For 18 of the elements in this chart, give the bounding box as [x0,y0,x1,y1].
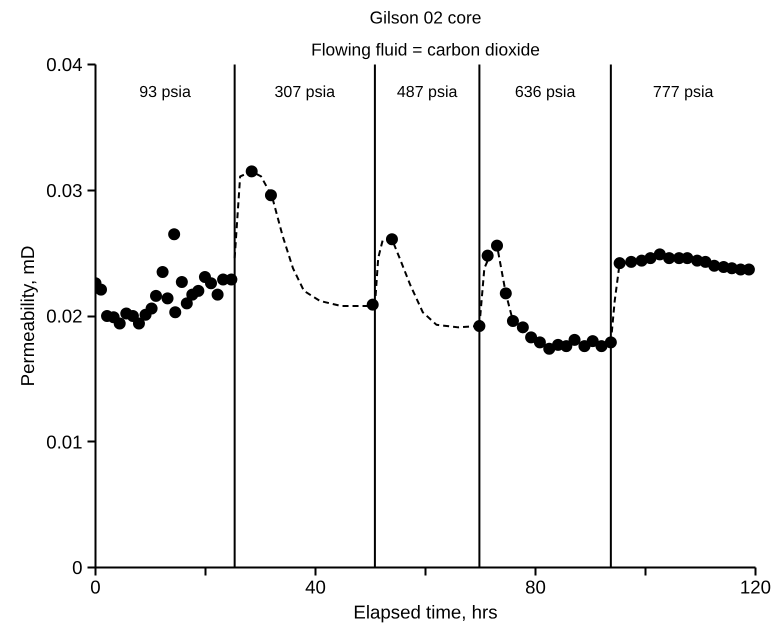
annotation: 636 psia [514,84,576,101]
x-axis-title: Elapsed time, hrs [353,602,498,622]
x-tick-label: 40 [305,576,326,598]
chart-title: Gilson 02 core [370,8,482,28]
chart-subtitle: Flowing fluid = carbon dioxide [311,40,540,60]
annotation: 487 psia [396,84,458,101]
y-axis-title: Permeability, mD [17,246,38,386]
x-tick-label: 0 [90,576,101,598]
y-tick-label: 0.01 [46,431,82,452]
x-tick-label: 120 [740,576,772,598]
y-tick-label: 0.02 [46,306,82,326]
annotation: 777 psia [652,84,714,101]
y-tick-label: 0 [72,557,83,578]
y-tick-label: 0.04 [46,54,82,75]
annotation: 93 psia [139,84,191,101]
y-tick-label: 0.03 [46,180,82,201]
x-tick-label: 80 [525,576,546,598]
annotation: 307 psia [274,84,336,101]
